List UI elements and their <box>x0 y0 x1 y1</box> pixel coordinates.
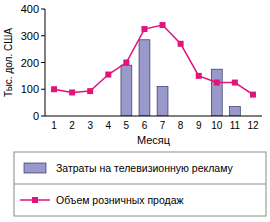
bar <box>157 87 168 116</box>
y-tick <box>41 89 45 90</box>
y-tick-label: 400 <box>21 3 39 15</box>
x-tick-label: 9 <box>196 120 202 131</box>
line <box>54 25 253 95</box>
x-tick-label: 10 <box>211 120 223 131</box>
x-tick-label: 2 <box>69 120 75 131</box>
marker <box>178 41 184 47</box>
y-tick <box>41 62 45 63</box>
x-tick-label: 8 <box>178 120 184 131</box>
marker <box>250 92 256 98</box>
x-tick-label: 12 <box>247 120 259 131</box>
legend-divider <box>14 184 266 185</box>
legend-marker <box>32 197 38 203</box>
x-tick-label: 1 <box>51 120 57 131</box>
marker <box>214 80 220 86</box>
bar <box>211 69 222 116</box>
x-tick-label: 5 <box>124 120 130 131</box>
bar <box>139 40 150 116</box>
marker <box>123 60 129 66</box>
x-axis <box>45 116 262 117</box>
x-tick-label: 4 <box>106 120 112 131</box>
marker <box>141 26 147 32</box>
legend-swatch <box>24 163 46 173</box>
x-axis-label: Месяц <box>137 134 171 146</box>
bar <box>121 65 132 116</box>
marker <box>51 86 57 92</box>
y-tick-label: 200 <box>21 57 39 69</box>
x-tick-label: 7 <box>160 120 166 131</box>
y-tick-label: 300 <box>21 30 39 42</box>
legend-label: Затраты на телевизионную рекламу <box>56 162 233 174</box>
y-tick-label: 0 <box>33 110 39 122</box>
bar <box>229 107 240 116</box>
y-tick <box>41 9 45 10</box>
y-axis-label: Тыс. дол. США <box>3 28 14 97</box>
legend-label: Объем розничных продаж <box>56 194 184 206</box>
marker <box>69 89 75 95</box>
marker <box>160 22 166 28</box>
y-tick-label: 100 <box>21 83 39 95</box>
x-tick-label: 6 <box>142 120 148 131</box>
marker <box>87 88 93 94</box>
marker <box>105 72 111 78</box>
legend <box>14 152 266 216</box>
y-axis <box>45 9 46 116</box>
y-tick <box>41 116 45 117</box>
x-tick-label: 11 <box>230 120 241 131</box>
marker <box>196 73 202 79</box>
y-tick <box>41 35 45 36</box>
plot-area <box>51 22 256 116</box>
chart: 0100200300400123456789101112Тыс. дол. СШ… <box>0 0 270 222</box>
x-tick-label: 3 <box>87 120 93 131</box>
marker <box>232 80 238 86</box>
